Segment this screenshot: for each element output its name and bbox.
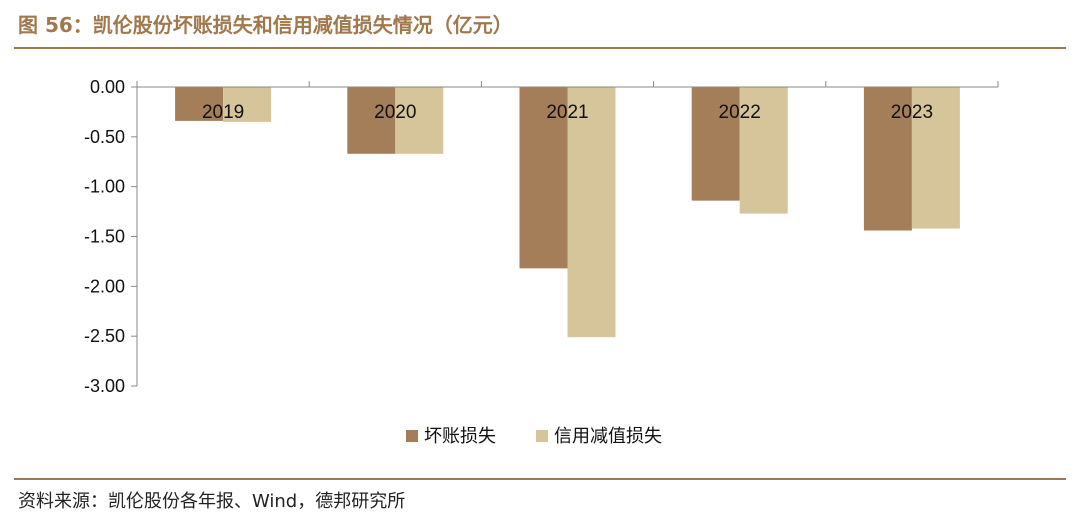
bar-credit-impairment-2023 xyxy=(911,87,960,229)
bar-bad-debt-2022 xyxy=(691,87,740,201)
y-tick-label: -0.50 xyxy=(84,127,125,147)
category-label-2020: 2020 xyxy=(374,102,416,123)
bar-bad-debt-2023 xyxy=(863,87,912,231)
bar-credit-impairment-2021 xyxy=(567,87,616,338)
legend-credit-impairment-label: 信用减值损失 xyxy=(554,426,662,447)
y-tick-label: -2.00 xyxy=(84,276,125,296)
y-tick-label: -3.00 xyxy=(84,376,125,396)
category-label-2023: 2023 xyxy=(891,102,933,123)
y-tick-label: -1.00 xyxy=(84,177,125,197)
legend-credit-impairment-swatch xyxy=(536,430,548,442)
bar-credit-impairment-2020 xyxy=(395,87,444,154)
bar-bad-debt-2019 xyxy=(175,87,224,121)
bar-bad-debt-2021 xyxy=(519,87,568,269)
y-tick-label: -2.50 xyxy=(84,326,125,346)
y-tick-label: -1.50 xyxy=(84,227,125,247)
source-divider xyxy=(14,478,1066,480)
bar-credit-impairment-2019 xyxy=(223,87,272,122)
bar-bad-debt-2020 xyxy=(347,87,396,154)
legend-bad-debt-label: 坏账损失 xyxy=(424,426,496,447)
bar-credit-impairment-2022 xyxy=(739,87,788,214)
legend-bad-debt-swatch xyxy=(406,430,418,442)
category-label-2021: 2021 xyxy=(546,102,588,123)
y-tick-label: 0.00 xyxy=(90,77,125,97)
source-note: 资料来源：凯伦股份各年报、Wind，德邦研究所 xyxy=(18,491,406,512)
category-label-2022: 2022 xyxy=(719,102,761,123)
title-divider xyxy=(14,47,1066,49)
category-label-2019: 2019 xyxy=(202,102,244,123)
figure-title: 图 56：凯伦股份坏账损失和信用减值损失情况（亿元） xyxy=(18,13,513,37)
